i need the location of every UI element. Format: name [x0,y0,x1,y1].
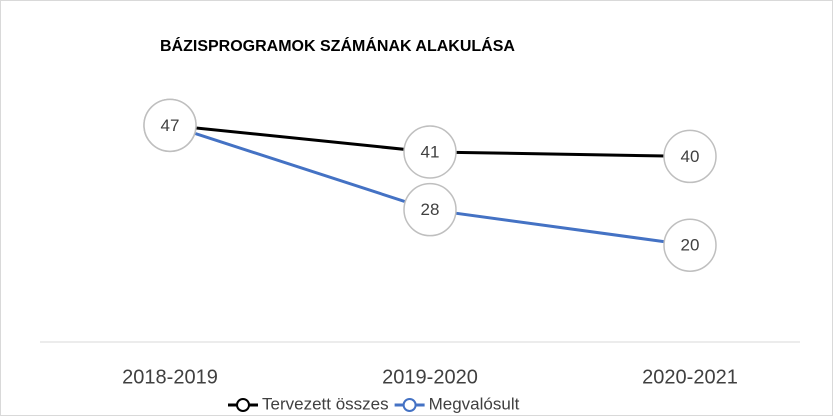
data-label: 41 [421,142,440,161]
label-bubble [663,218,717,272]
legend-label: Megvalósult [429,394,520,413]
x-tick-label: 2018-2019 [122,366,218,388]
data-label: 20 [681,236,700,255]
x-tick-label: 2020-2021 [642,366,738,388]
data-label: 40 [681,147,700,166]
legend-marker [402,398,417,412]
data-label: 28 [421,200,440,219]
x-tick-label: 2019-2020 [382,366,478,388]
label-bubble [403,182,457,237]
chart-title: BÁZISPROGRAMOK SZÁMÁNAK ALAKULÁSA [160,36,515,55]
label-bubble [143,98,197,153]
legend-marker [236,398,250,412]
legend-label: Tervezett összes [262,394,389,413]
label-bubble [663,129,717,184]
data-label: 47 [161,116,180,135]
label-bubble [403,125,457,179]
